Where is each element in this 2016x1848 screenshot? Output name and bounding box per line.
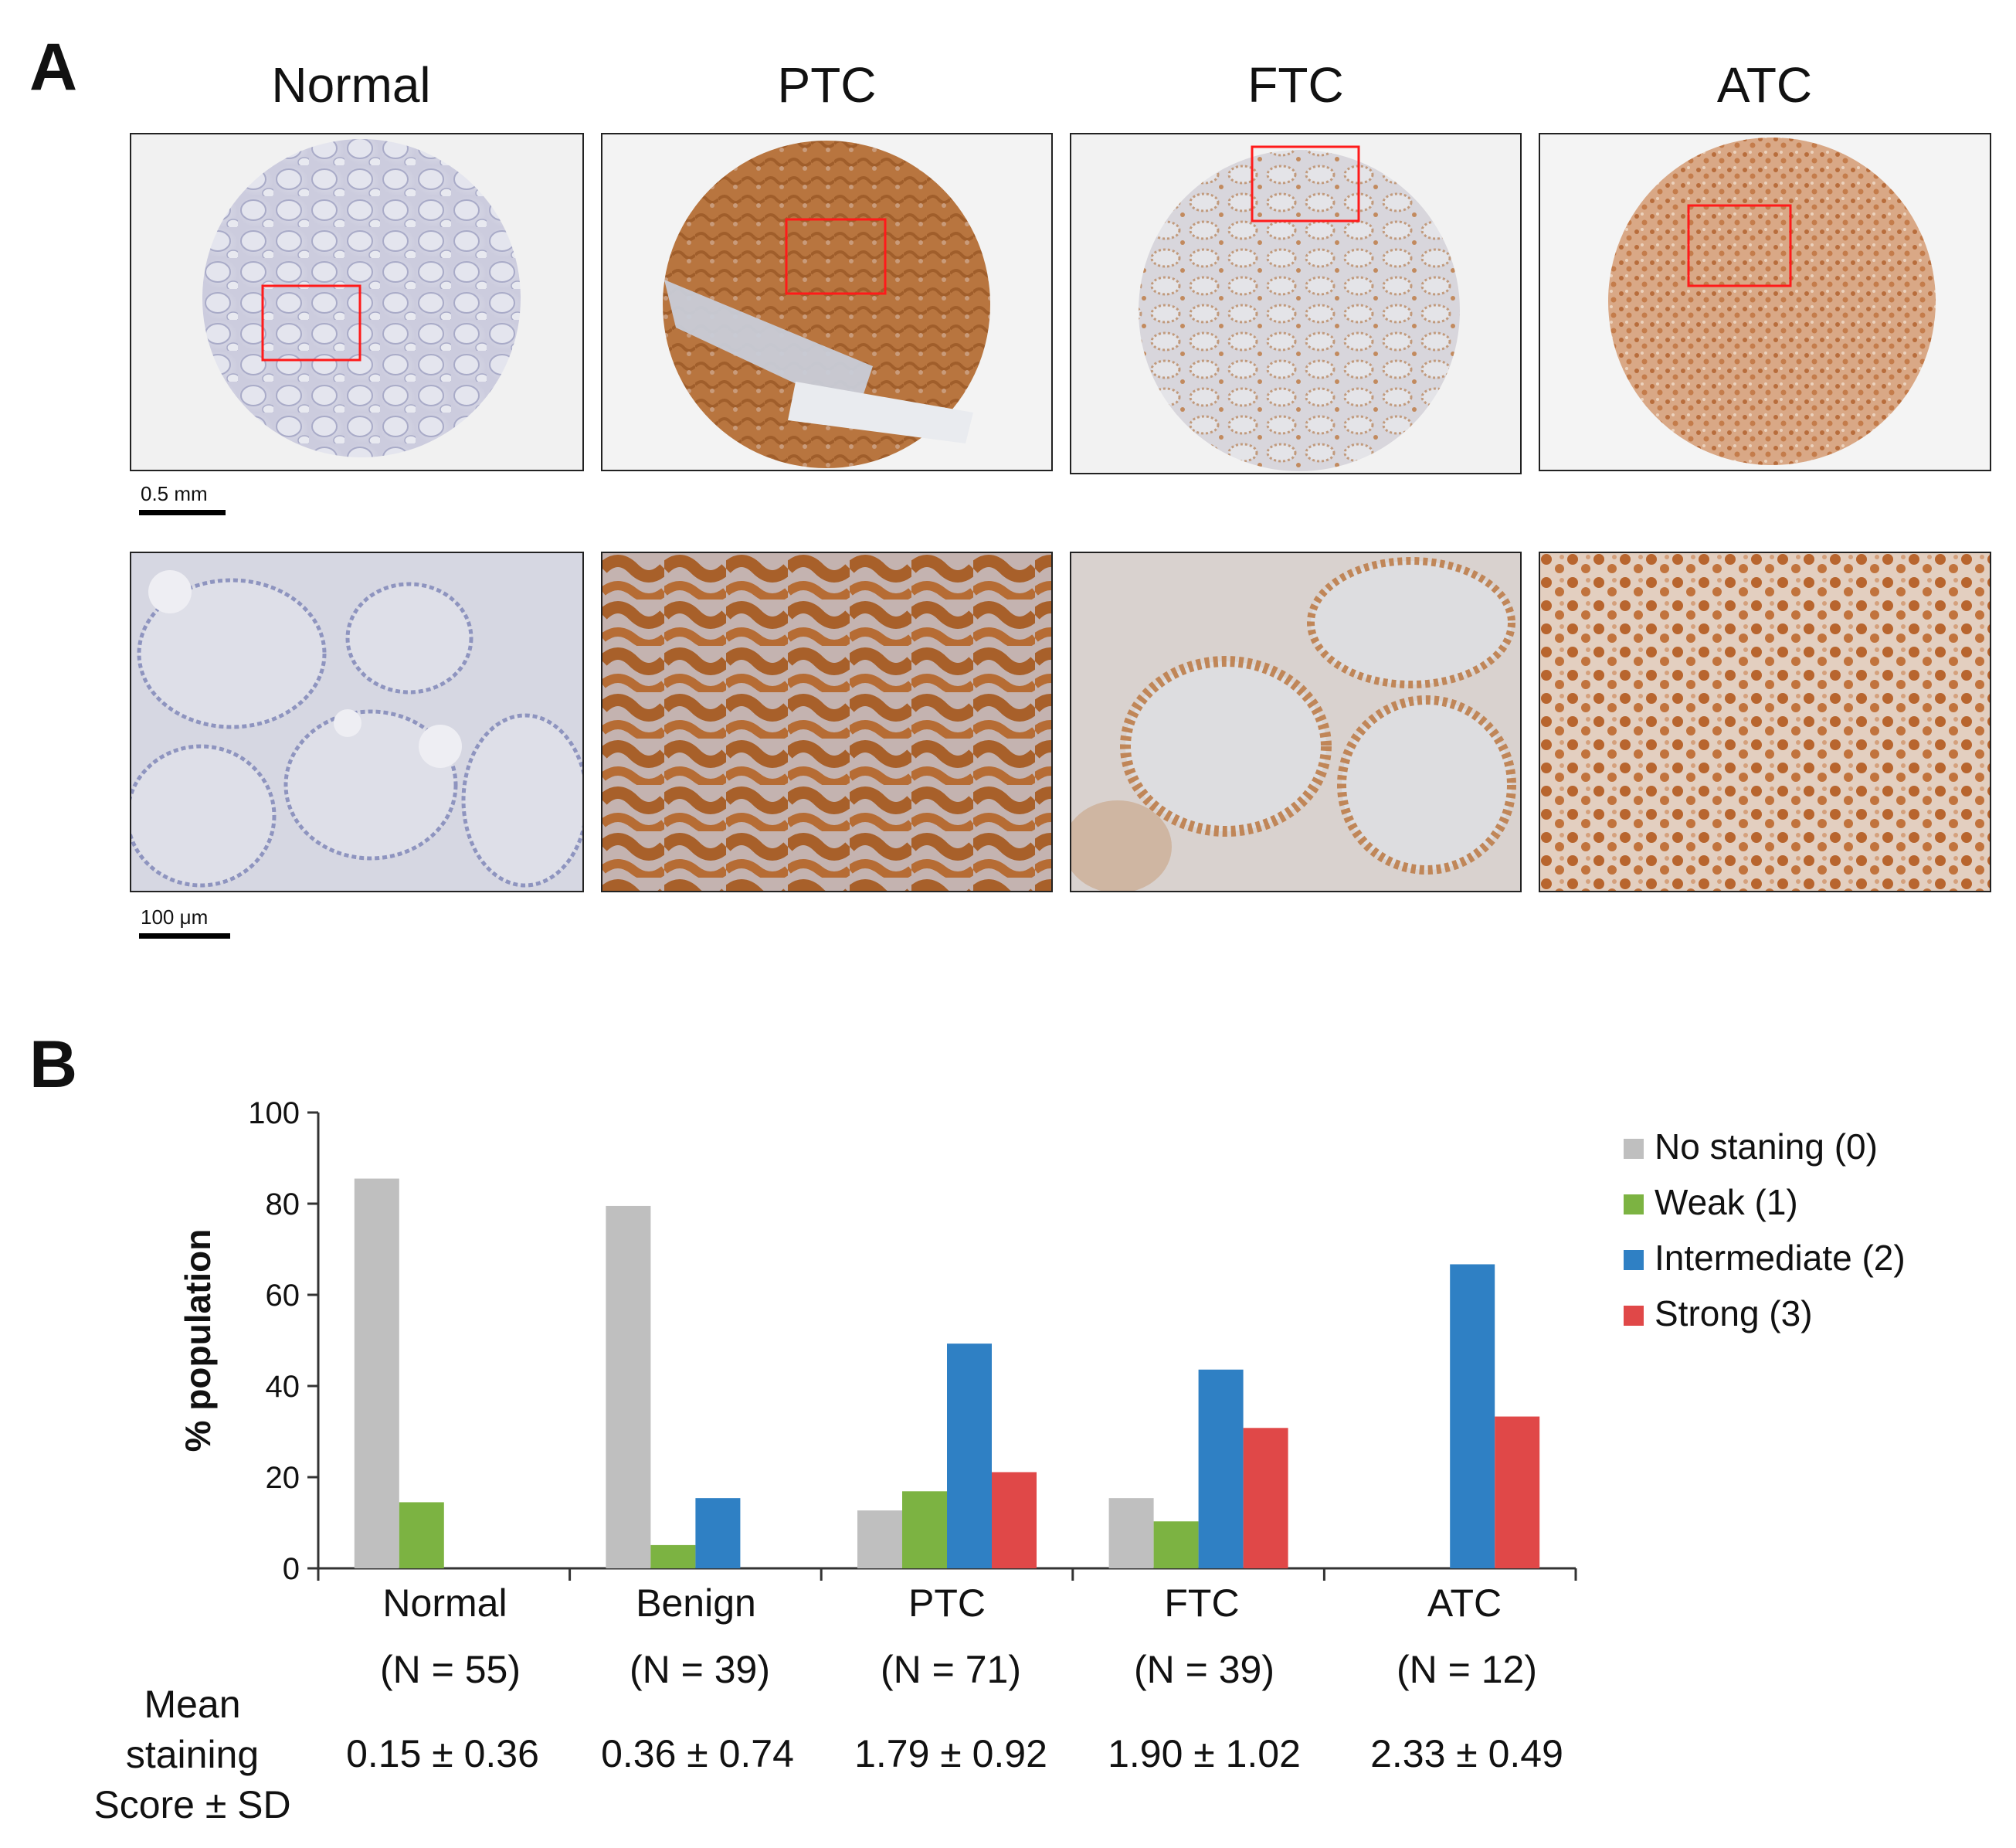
mean-score-label: Mean staining Score ± SD bbox=[65, 1680, 320, 1830]
y-tick-label: 80 bbox=[266, 1187, 300, 1221]
mean-label-line-3: Score ± SD bbox=[93, 1783, 291, 1826]
scale-label-top: 0.5 mm bbox=[141, 482, 208, 505]
bar-ftc-no bbox=[1108, 1498, 1154, 1568]
n-count-normal: (N = 55) bbox=[379, 1648, 521, 1691]
legend-label-0: No staning (0) bbox=[1655, 1126, 1878, 1167]
legend-label-3: Strong (3) bbox=[1655, 1293, 1813, 1333]
n-count-atc: (N = 12) bbox=[1396, 1648, 1537, 1691]
bar-ptc-weak bbox=[902, 1491, 947, 1568]
ptc-zoom-image bbox=[601, 552, 1053, 892]
bar-ptc-no bbox=[857, 1510, 902, 1568]
scale-bar-bottom bbox=[139, 933, 230, 939]
bar-ftc-strong bbox=[1243, 1428, 1288, 1568]
category-label-ptc: PTC bbox=[908, 1581, 986, 1625]
bar-atc-strong bbox=[1495, 1416, 1540, 1568]
category-label-normal: Normal bbox=[382, 1581, 507, 1625]
bar-benign-no bbox=[606, 1205, 651, 1568]
panel-a-label: A bbox=[29, 30, 78, 104]
normal-zoom-image bbox=[130, 552, 584, 892]
ptc-zoom-drawing bbox=[602, 553, 1051, 891]
y-tick-label: 40 bbox=[266, 1370, 300, 1404]
y-axis-title: % population bbox=[178, 1229, 218, 1452]
legend-label-2: Intermediate (2) bbox=[1655, 1238, 1906, 1278]
legend-swatch-1 bbox=[1624, 1194, 1644, 1214]
bar-benign-weak bbox=[650, 1544, 696, 1568]
column-title-ftc: FTC bbox=[1247, 57, 1344, 113]
y-tick-label: 0 bbox=[283, 1552, 300, 1586]
legend-swatch-3 bbox=[1624, 1306, 1644, 1326]
mean-score-ptc: 1.79 ± 0.92 bbox=[854, 1732, 1047, 1775]
ftc-zoom-image bbox=[1070, 552, 1522, 892]
bar-ptc-strong bbox=[992, 1472, 1037, 1568]
column-title-atc: ATC bbox=[1716, 57, 1813, 113]
scale-bar-top bbox=[139, 510, 226, 515]
ftc-core-image bbox=[1070, 133, 1522, 474]
category-label-benign: Benign bbox=[636, 1581, 756, 1625]
atc-zoom-drawing bbox=[1540, 553, 1990, 891]
mean-score-benign: 0.36 ± 0.74 bbox=[601, 1732, 794, 1775]
bar-atc-intermediate bbox=[1450, 1264, 1495, 1568]
bar-normal-weak bbox=[399, 1502, 444, 1568]
y-tick-label: 20 bbox=[266, 1461, 300, 1495]
mean-label-line-1: Mean bbox=[144, 1683, 241, 1726]
bar-ptc-intermediate bbox=[947, 1344, 992, 1568]
staining-bar-chart: 0 20 40 60 80 100 % population No staning (0) We… bbox=[178, 1096, 1906, 1586]
scale-label-bottom: 100 μm bbox=[141, 905, 209, 929]
ptc-core-drawing bbox=[602, 134, 1051, 470]
ftc-core-drawing bbox=[1071, 134, 1520, 473]
legend-swatch-0 bbox=[1624, 1139, 1644, 1159]
y-tick-label: 60 bbox=[266, 1279, 300, 1313]
atc-core-image bbox=[1539, 133, 1991, 471]
normal-core-image bbox=[130, 133, 584, 471]
atc-zoom-image bbox=[1539, 552, 1991, 892]
category-label-ftc: FTC bbox=[1164, 1581, 1240, 1625]
column-title-normal: Normal bbox=[271, 57, 431, 113]
mean-score-ftc: 1.90 ± 1.02 bbox=[1108, 1732, 1301, 1775]
ftc-zoom-drawing bbox=[1071, 553, 1520, 891]
bar-normal-no bbox=[354, 1178, 399, 1568]
legend-swatch-2 bbox=[1624, 1250, 1644, 1270]
normal-core-drawing bbox=[131, 134, 582, 470]
mean-score-normal: 0.15 ± 0.36 bbox=[346, 1732, 539, 1775]
mean-score-atc: 2.33 ± 0.49 bbox=[1370, 1732, 1563, 1775]
normal-zoom-drawing bbox=[131, 553, 582, 891]
mean-label-line-2: staining bbox=[125, 1733, 260, 1776]
y-tick-label: 100 bbox=[248, 1096, 300, 1130]
legend-label-1: Weak (1) bbox=[1655, 1182, 1798, 1222]
atc-core-drawing bbox=[1540, 134, 1990, 470]
n-count-benign: (N = 39) bbox=[629, 1648, 770, 1691]
category-label-atc: ATC bbox=[1427, 1581, 1502, 1625]
bar-ftc-intermediate bbox=[1198, 1369, 1244, 1568]
n-count-ftc: (N = 39) bbox=[1133, 1648, 1274, 1691]
column-title-ptc: PTC bbox=[777, 57, 877, 113]
ptc-core-image bbox=[601, 133, 1053, 471]
bar-benign-intermediate bbox=[695, 1498, 741, 1568]
panel-b-label: B bbox=[29, 1028, 78, 1102]
bar-ftc-weak bbox=[1153, 1521, 1199, 1568]
n-count-ptc: (N = 71) bbox=[880, 1648, 1021, 1691]
